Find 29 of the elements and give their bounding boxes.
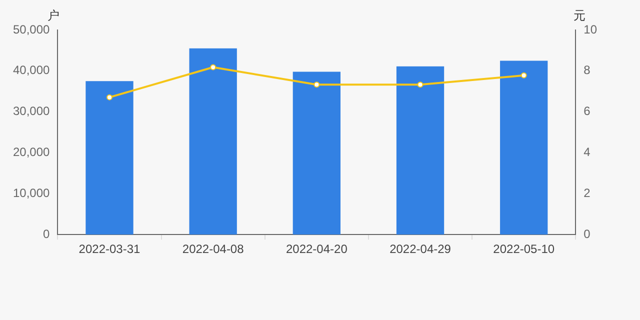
point xyxy=(417,82,424,88)
y2-tick-label: 2 xyxy=(584,186,591,200)
point xyxy=(106,94,112,100)
point xyxy=(520,72,527,78)
point xyxy=(314,82,320,88)
y-tick-label: 10,000 xyxy=(13,186,50,200)
bar xyxy=(86,81,134,235)
x-tick-label: 2022-03-31 xyxy=(78,242,141,256)
bar xyxy=(500,60,548,235)
y2-axis-title: 元 xyxy=(574,8,586,22)
y-tick-label: 50,000 xyxy=(13,22,50,36)
y2-tick-label: 0 xyxy=(584,226,591,241)
y-axis-title: 户 xyxy=(48,8,60,22)
y-tick-label: 30,000 xyxy=(13,104,50,118)
y-tick-label: 0 xyxy=(43,226,50,241)
bar xyxy=(189,48,237,235)
bar xyxy=(292,72,341,235)
x-tick-label: 2022-04-29 xyxy=(390,242,452,256)
y2-tick-label: 4 xyxy=(584,145,591,160)
y-tick-label: 20,000 xyxy=(13,145,50,160)
bar xyxy=(396,66,444,235)
x-tick-label: 2022-04-08 xyxy=(182,242,244,256)
y2-tick-label: 10 xyxy=(584,22,598,36)
x-tick-label: 2022-05-10 xyxy=(493,242,555,256)
y2-tick-label: 6 xyxy=(584,104,591,118)
y-tick-label: 40,000 xyxy=(13,63,50,78)
x-tick-label: 2022-04-20 xyxy=(286,242,348,256)
y2-tick-label: 8 xyxy=(584,63,591,78)
point xyxy=(210,64,216,70)
